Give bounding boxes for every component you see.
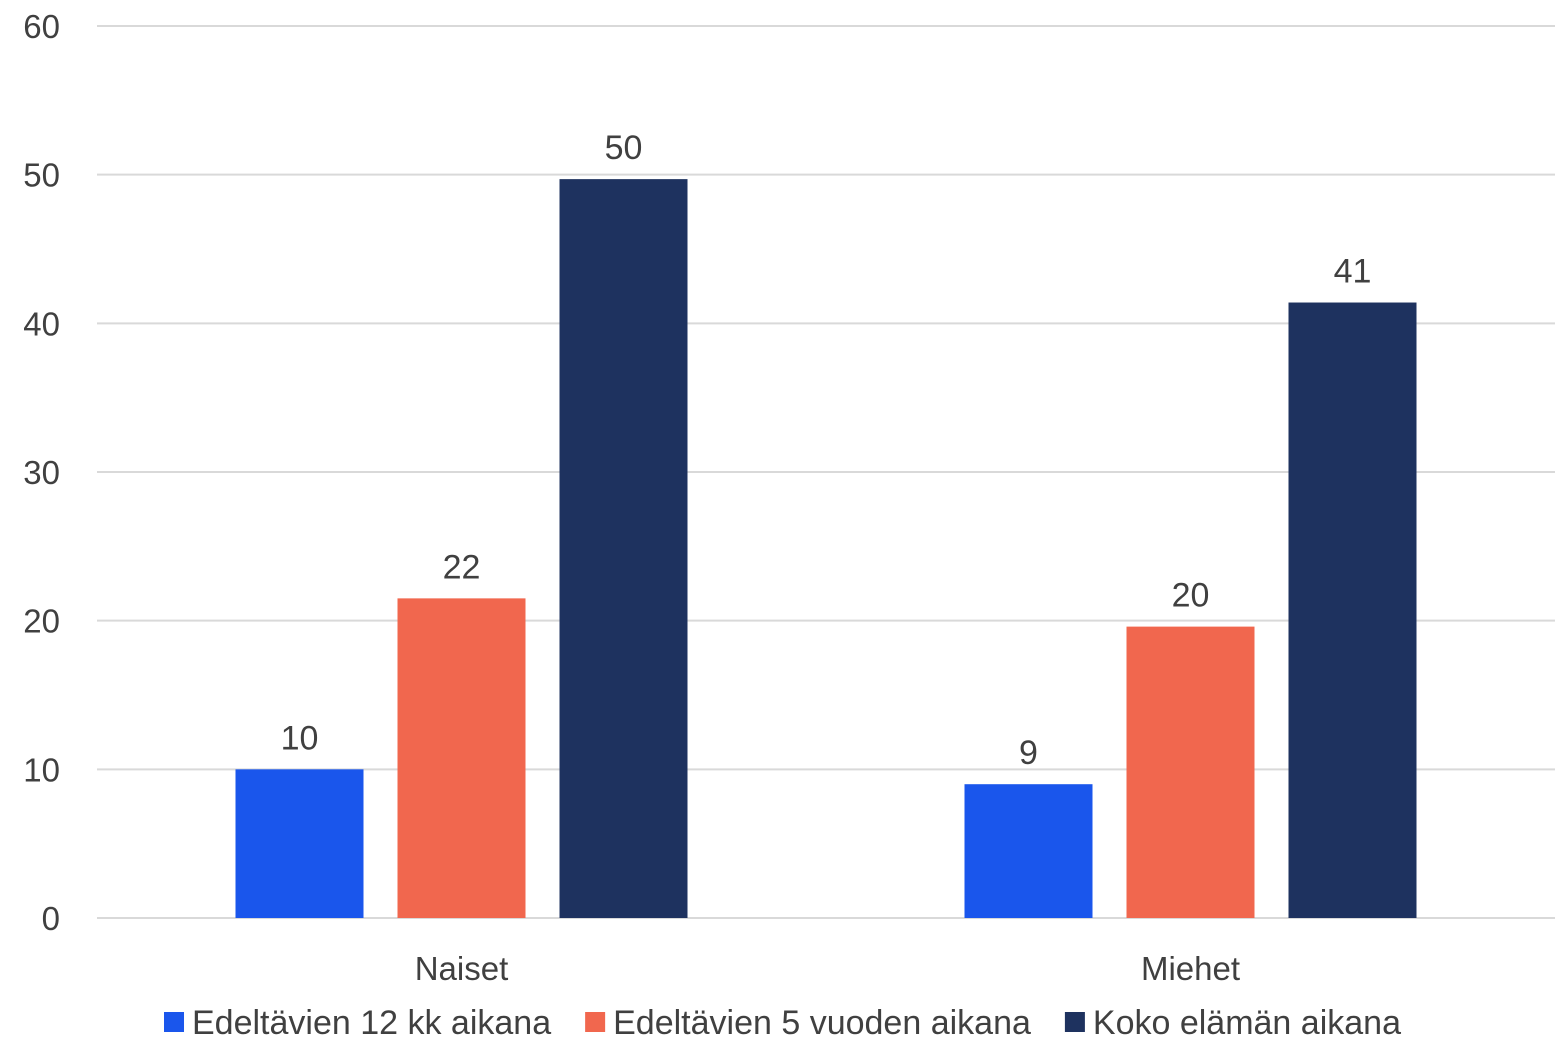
bars [235,179,1417,919]
bar [235,769,364,918]
y-tick-label: 10 [23,751,60,788]
data-labels: 10 22 50 9 20 41 [281,129,1372,772]
legend-item: Edeltävien 5 vuoden aikana [585,1004,1031,1042]
legend: Edeltävien 12 kk aikana Edeltävien 5 vuod… [164,1004,1401,1042]
bar [1126,626,1255,918]
x-axis-categories: Naiset Miehet [415,950,1240,987]
bar [1288,302,1417,918]
y-tick-label: 30 [23,454,60,491]
data-label: 20 [1172,577,1210,615]
y-tick-label: 50 [23,157,60,194]
bar [559,179,688,919]
y-tick-label: 0 [42,900,60,937]
legend-label: Edeltävien 5 vuoden aikana [613,1004,1031,1042]
data-label: 10 [281,719,319,757]
y-axis-ticks: 0 10 20 30 40 50 60 [23,8,60,937]
legend-item: Koko elämän aikana [1064,1004,1401,1042]
legend-label: Edeltävien 12 kk aikana [192,1004,551,1042]
y-tick-label: 60 [23,8,60,45]
legend-item: Edeltävien 12 kk aikana [164,1004,551,1042]
legend-swatch [1064,1012,1085,1032]
x-category-label: Miehet [1141,950,1240,987]
data-label: 41 [1334,253,1372,291]
data-label: 22 [443,548,481,586]
x-category-label: Naiset [415,950,509,987]
bar [964,784,1093,918]
legend-label: Koko elämän aikana [1093,1004,1401,1042]
bar [397,598,526,918]
legend-swatch [585,1012,606,1032]
legend-swatch [164,1012,185,1032]
y-tick-label: 20 [23,603,60,640]
data-label: 9 [1019,734,1038,772]
data-label: 50 [605,129,643,167]
y-tick-label: 40 [23,305,60,342]
